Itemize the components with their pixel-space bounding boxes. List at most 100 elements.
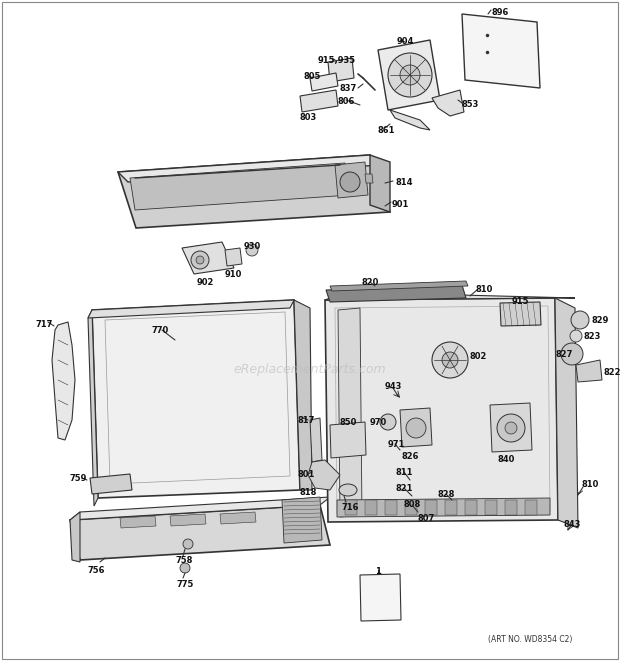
Text: 829: 829 [591,316,608,325]
Text: 915: 915 [512,297,529,306]
Polygon shape [300,90,338,112]
Text: 758: 758 [175,556,192,565]
Text: 803: 803 [300,113,317,122]
Text: 818: 818 [300,488,317,497]
Polygon shape [432,90,464,116]
Text: 840: 840 [498,455,515,464]
Polygon shape [465,500,477,515]
Polygon shape [182,242,234,274]
Circle shape [570,330,582,342]
Polygon shape [70,512,80,562]
Text: 837: 837 [340,84,357,93]
Text: 808: 808 [404,500,421,509]
Text: 843: 843 [564,520,582,529]
Text: 801: 801 [298,470,316,479]
Ellipse shape [339,484,357,496]
Polygon shape [462,14,540,88]
Text: 828: 828 [438,490,455,499]
Circle shape [432,342,468,378]
Text: 811: 811 [396,468,414,477]
Text: 902: 902 [197,278,215,287]
Circle shape [561,343,583,365]
Text: 970: 970 [370,418,388,427]
Circle shape [497,414,525,442]
Text: 817: 817 [298,416,316,425]
Polygon shape [378,40,440,110]
Polygon shape [337,498,550,517]
Circle shape [571,311,589,329]
Polygon shape [70,497,330,520]
Text: 807: 807 [418,514,435,523]
Text: eReplacementParts.com: eReplacementParts.com [234,364,386,377]
Text: 802: 802 [470,352,487,361]
Polygon shape [485,500,497,515]
Polygon shape [390,110,430,130]
Circle shape [442,352,458,368]
Text: (ART NO. WD8354 C2): (ART NO. WD8354 C2) [488,635,572,644]
Polygon shape [525,500,537,515]
Text: 827: 827 [555,350,572,359]
Text: 896: 896 [491,8,508,17]
Text: 901: 901 [392,200,409,209]
Circle shape [406,418,426,438]
Polygon shape [326,285,466,302]
Polygon shape [120,516,156,528]
Polygon shape [330,422,366,458]
Polygon shape [490,403,532,452]
Polygon shape [118,155,390,228]
Polygon shape [370,155,390,212]
Text: 910: 910 [225,270,242,279]
Polygon shape [70,505,330,560]
Text: 821: 821 [396,484,414,493]
Polygon shape [385,500,397,515]
Polygon shape [345,500,357,515]
Polygon shape [325,298,558,522]
Polygon shape [360,574,401,621]
Polygon shape [365,500,377,515]
Polygon shape [170,514,206,526]
Polygon shape [225,248,242,266]
Text: 861: 861 [378,126,396,135]
Polygon shape [92,300,300,498]
Text: 775: 775 [176,580,193,589]
Circle shape [400,65,420,85]
Circle shape [180,563,190,573]
Text: 943: 943 [385,382,402,391]
Polygon shape [88,300,294,318]
Text: 823: 823 [584,332,601,341]
Polygon shape [310,73,338,91]
Polygon shape [310,418,322,462]
Polygon shape [335,162,368,198]
Polygon shape [220,512,256,524]
Circle shape [505,422,517,434]
Text: 810: 810 [582,480,600,489]
Text: 930: 930 [244,242,260,251]
Polygon shape [330,281,468,291]
Polygon shape [365,174,373,183]
Circle shape [246,244,258,256]
Text: 820: 820 [362,278,379,287]
Circle shape [340,172,360,192]
Text: 805: 805 [304,72,321,81]
Text: 822: 822 [604,368,620,377]
Text: 1: 1 [375,567,381,576]
Polygon shape [282,497,322,543]
Polygon shape [400,408,432,447]
Polygon shape [328,58,354,82]
Polygon shape [500,302,541,326]
Text: 759: 759 [70,474,87,483]
Polygon shape [130,163,350,210]
Circle shape [191,251,209,269]
Text: 971: 971 [388,440,405,449]
Polygon shape [576,360,602,382]
Circle shape [196,256,204,264]
Text: 814: 814 [395,178,412,187]
Text: 810: 810 [476,285,494,294]
Circle shape [388,53,432,97]
Polygon shape [555,298,578,528]
Polygon shape [505,500,517,515]
Circle shape [183,539,193,549]
Text: 756: 756 [88,566,105,575]
Polygon shape [325,292,575,300]
Circle shape [380,414,396,430]
